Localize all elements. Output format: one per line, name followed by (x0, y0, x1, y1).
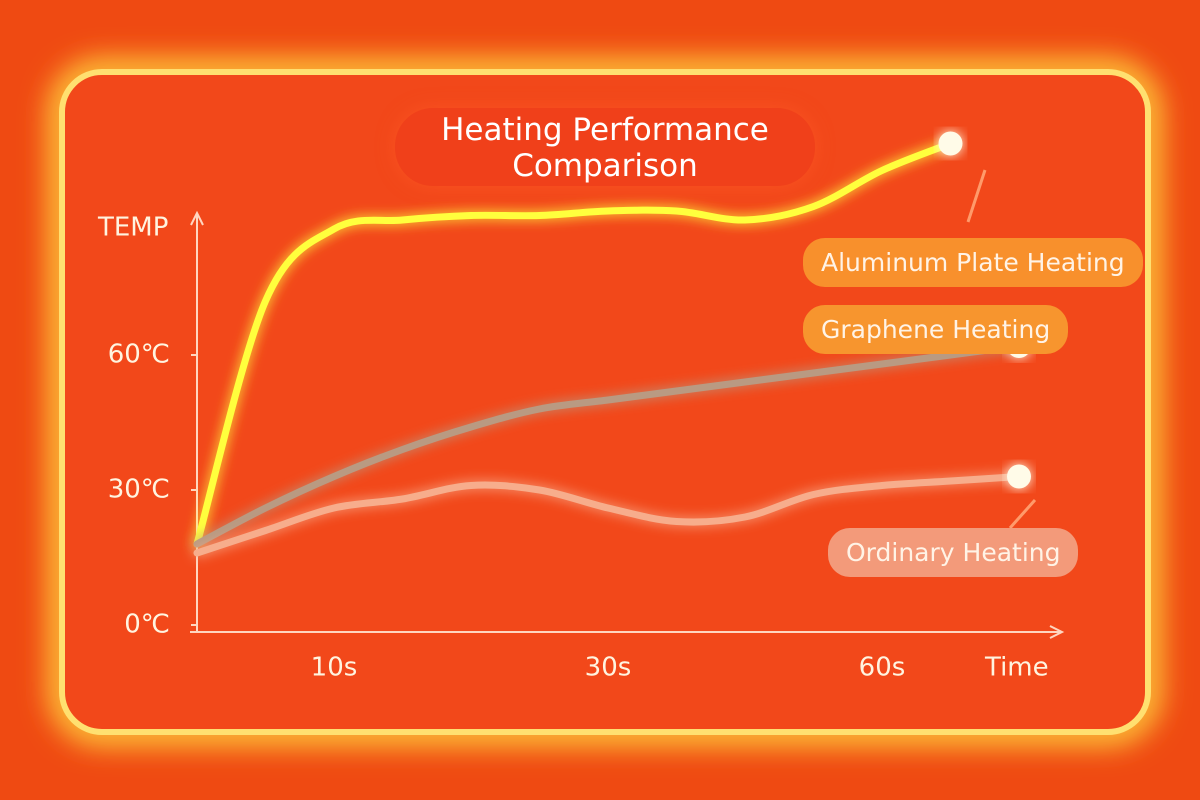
end-dot (938, 131, 963, 156)
legend-pointer (966, 169, 987, 223)
y-axis-label: TEMP (97, 213, 168, 243)
axes (190, 210, 1065, 639)
y-tick-label: 30℃ (108, 475, 170, 505)
legend-pointer (1008, 499, 1037, 529)
series-line (193, 473, 1023, 557)
legend-entry: Ordinary Heating (828, 528, 1079, 577)
x-axis-label: Time (984, 653, 1049, 683)
y-arrow (190, 210, 204, 226)
y-tick-label: 0℃ (124, 610, 170, 640)
x-tick-label: 10s (311, 653, 358, 683)
chart-title: Heating Performance Comparison (395, 108, 815, 186)
legend-entry: Graphene Heating (803, 305, 1069, 354)
x-tick-label: 60s (859, 653, 906, 683)
y-tick-label: 60℃ (108, 340, 170, 370)
legend-entry: Aluminum Plate Heating (803, 238, 1143, 287)
series-line (193, 140, 954, 548)
end-dot (1007, 464, 1031, 489)
series-line (193, 342, 1023, 548)
x-tick-label: 30s (585, 653, 632, 683)
x-arrow (1049, 625, 1065, 639)
